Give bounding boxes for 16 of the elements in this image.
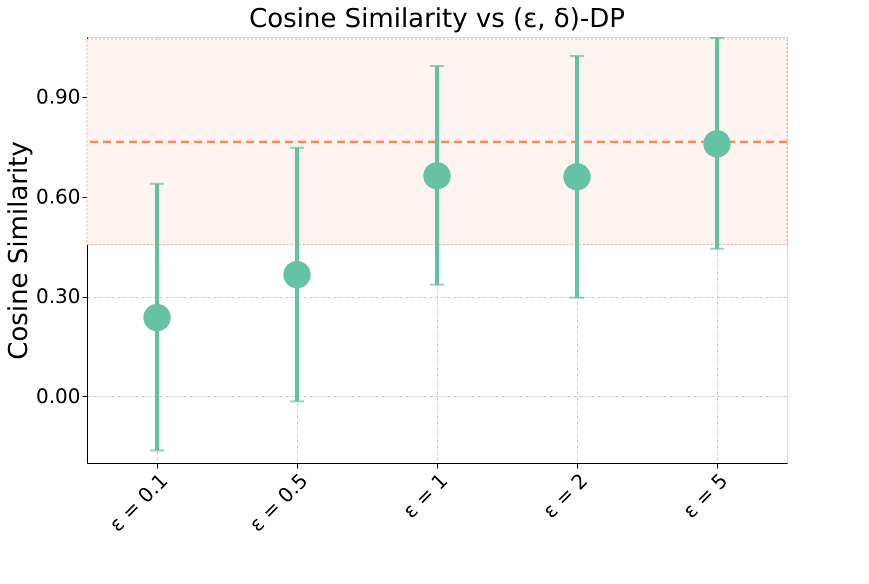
- point: [143, 304, 171, 332]
- point: [563, 163, 591, 190]
- x-tick-label: ε = 1: [398, 468, 452, 523]
- y-tick-label: 0.00: [36, 384, 80, 408]
- x-tick-label: ε = 0.5: [244, 468, 312, 536]
- y-axis-title: Cosine Similarity: [4, 141, 34, 360]
- x-tick-label: ε = 5: [678, 468, 732, 523]
- y-tick-label: 0.30: [36, 284, 80, 308]
- point: [703, 130, 731, 158]
- point: [423, 162, 451, 190]
- chart-title: Cosine Similarity vs (ε, δ)-DP: [249, 4, 625, 34]
- y-tick-label: 0.60: [36, 184, 80, 208]
- x-tick-label: ε = 0.1: [104, 468, 172, 536]
- x-tick-label: ε = 2: [538, 468, 592, 523]
- y-tick-label: 0.90: [36, 84, 80, 108]
- point: [283, 260, 311, 288]
